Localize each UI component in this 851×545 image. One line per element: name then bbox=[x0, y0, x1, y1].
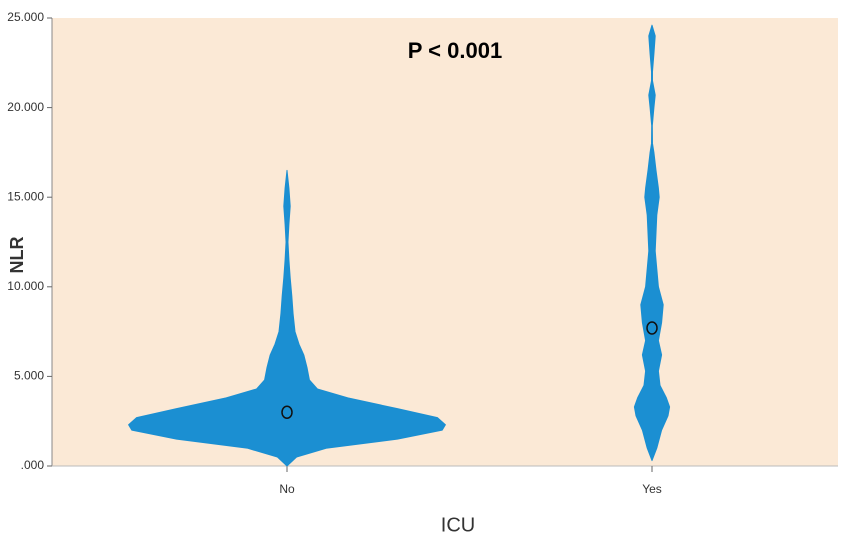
violin bbox=[128, 169, 446, 467]
x-tick-label: No bbox=[279, 482, 295, 496]
y-tick-label: 5.000 bbox=[14, 369, 44, 383]
y-tick-label: 15.000 bbox=[7, 189, 44, 203]
annotation: P < 0.001 bbox=[408, 38, 502, 63]
center-marker bbox=[646, 321, 658, 335]
violin bbox=[633, 24, 671, 462]
y-tick-label: 20.000 bbox=[7, 100, 44, 114]
plot-background bbox=[52, 18, 838, 466]
x-tick-label: Yes bbox=[642, 482, 662, 496]
x-axis-label: ICU bbox=[441, 514, 475, 536]
y-tick-label: .000 bbox=[21, 458, 45, 472]
y-tick-label: 10.000 bbox=[7, 279, 44, 293]
center-marker bbox=[281, 405, 293, 419]
y-axis-label: NLR bbox=[7, 237, 27, 274]
y-tick-label: 25.000 bbox=[7, 10, 44, 24]
